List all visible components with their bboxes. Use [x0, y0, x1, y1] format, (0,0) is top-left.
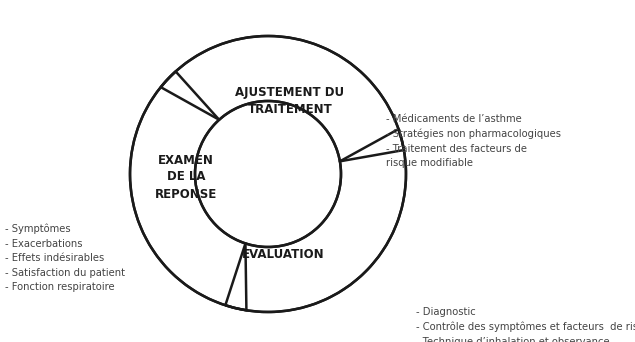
- Text: - Médicaments de l’asthme
- Stratégies non pharmacologiques
- Traitement des fac: - Médicaments de l’asthme - Stratégies n…: [386, 114, 561, 168]
- Text: - Diagnostic
- Contrôle des symptômes et facteurs  de risque
- Technique d’inhal: - Diagnostic - Contrôle des symptômes et…: [416, 307, 635, 342]
- Text: EVALUATION: EVALUATION: [242, 248, 324, 261]
- Text: AJUSTEMENT DU
TRAITEMENT: AJUSTEMENT DU TRAITEMENT: [236, 86, 345, 116]
- Text: EXAMEN
DE LA
REPONSE: EXAMEN DE LA REPONSE: [155, 154, 217, 200]
- Text: - Symptômes
- Exacerbations
- Effets indésirables
- Satisfaction du patient
- Fo: - Symptômes - Exacerbations - Effets ind…: [5, 224, 125, 292]
